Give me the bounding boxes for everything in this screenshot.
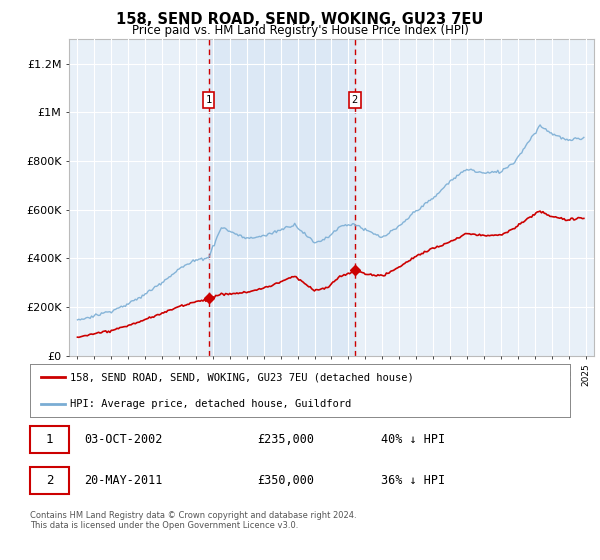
- Text: 1: 1: [46, 432, 53, 446]
- FancyBboxPatch shape: [30, 426, 69, 452]
- Text: 2: 2: [46, 474, 53, 487]
- Text: 158, SEND ROAD, SEND, WOKING, GU23 7EU (detached house): 158, SEND ROAD, SEND, WOKING, GU23 7EU (…: [71, 372, 414, 382]
- Text: HPI: Average price, detached house, Guildford: HPI: Average price, detached house, Guil…: [71, 399, 352, 409]
- Text: 20-MAY-2011: 20-MAY-2011: [84, 474, 163, 487]
- Text: 03-OCT-2002: 03-OCT-2002: [84, 432, 163, 446]
- Bar: [209, 39, 355, 356]
- Text: £235,000: £235,000: [257, 432, 314, 446]
- Text: 36% ↓ HPI: 36% ↓ HPI: [381, 474, 445, 487]
- Text: 158, SEND ROAD, SEND, WOKING, GU23 7EU: 158, SEND ROAD, SEND, WOKING, GU23 7EU: [116, 12, 484, 27]
- Text: Contains HM Land Registry data © Crown copyright and database right 2024.
This d: Contains HM Land Registry data © Crown c…: [30, 511, 356, 530]
- Text: £350,000: £350,000: [257, 474, 314, 487]
- FancyBboxPatch shape: [30, 467, 69, 494]
- Text: 40% ↓ HPI: 40% ↓ HPI: [381, 432, 445, 446]
- Text: 2: 2: [352, 95, 358, 105]
- Text: Price paid vs. HM Land Registry's House Price Index (HPI): Price paid vs. HM Land Registry's House …: [131, 24, 469, 37]
- Text: 1: 1: [206, 95, 212, 105]
